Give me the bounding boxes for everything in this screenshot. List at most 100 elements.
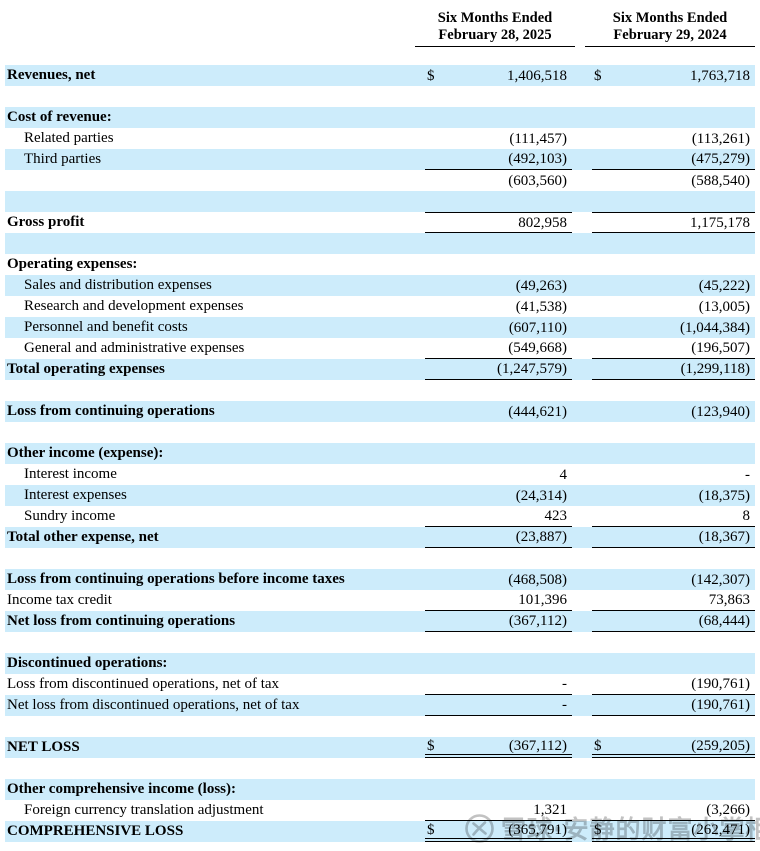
table-row: Other income (expense):: [5, 443, 755, 464]
col1-value: 423: [544, 508, 568, 524]
col1-cell: [425, 443, 572, 464]
col1-cell: 101,396: [425, 590, 572, 611]
col1-cell: 802,958: [425, 212, 572, 233]
col2-value: (3,266): [706, 802, 750, 818]
header-gap: [575, 10, 585, 47]
col1-cell: [425, 548, 572, 569]
row-label: Total operating expenses: [7, 361, 165, 377]
col2-cell: [592, 443, 755, 464]
col1-value: (549,668): [508, 340, 567, 356]
col1-cell: [425, 716, 572, 737]
col2-cell: (196,507): [592, 338, 755, 359]
col2-cell: (142,307): [592, 569, 755, 590]
col2-cell: 73,863: [592, 590, 755, 611]
table-row: Loss from discontinued operations, net o…: [5, 674, 755, 695]
col1-value: 802,958: [518, 214, 567, 231]
table-row: Operating expenses:: [5, 254, 755, 275]
table-row: Net loss from continuing operations (367…: [5, 611, 755, 632]
col2-cell: [592, 107, 755, 128]
col1-value: (49,263): [515, 277, 567, 294]
col2-value: (1,044,384): [680, 319, 750, 336]
row-label: [5, 86, 425, 107]
table-row: [5, 548, 755, 569]
table-row: Income tax credit 101,396 73,863: [5, 590, 755, 611]
table-row: Net loss from discontinued operations, n…: [5, 695, 755, 716]
col2-value: (190,761): [691, 697, 750, 713]
col2-value: (13,005): [698, 298, 750, 315]
col1-value: (468,508): [508, 571, 567, 588]
col2-dollar-sign: $: [594, 67, 602, 84]
col1-value: (1,247,579): [497, 361, 567, 377]
col1-cell: (444,621): [425, 401, 572, 422]
col2-cell: (13,005): [592, 296, 755, 317]
col2-cell: $ (262,471): [592, 821, 755, 842]
col2-cell: [592, 254, 755, 275]
row-label: Sundry income: [24, 508, 116, 524]
table-row: Cost of revenue:: [5, 107, 755, 128]
col2-value: 8: [742, 508, 751, 524]
col2-cell: $ 1,763,718: [592, 65, 755, 86]
col1-cell: [425, 107, 572, 128]
col2-value: 73,863: [708, 592, 750, 608]
col1-cell: [425, 380, 572, 401]
col1-value: (365,791): [508, 821, 567, 838]
col1-cell: (49,263): [425, 275, 572, 296]
row-label: [5, 422, 425, 443]
col1-cell: -: [425, 674, 572, 695]
col2-cell: (3,266): [592, 800, 755, 821]
col2-cell: -: [592, 464, 755, 485]
col2-cell: (113,261): [592, 128, 755, 149]
row-label: [5, 548, 425, 569]
period-line1: Six Months Ended: [437, 10, 553, 26]
table-row: [5, 758, 755, 779]
row-label: Revenues, net: [7, 67, 96, 83]
row-label: Interest expenses: [24, 487, 127, 503]
col1-value: 4: [559, 466, 568, 483]
col1-value: 101,396: [518, 592, 567, 608]
col1-value: (367,112): [508, 613, 567, 629]
col1-cell: (24,314): [425, 485, 572, 506]
col2-dollar-sign: $: [594, 737, 602, 754]
col1-cell: (603,560): [425, 170, 572, 191]
col1-value: (111,457): [509, 130, 567, 147]
table-row: Third parties (492,103) (475,279): [5, 149, 755, 170]
table-row: Interest income 4 -: [5, 464, 755, 485]
column-header-row: Six Months Ended February 28, 2025 Six M…: [5, 10, 755, 47]
row-label: Personnel and benefit costs: [24, 319, 188, 335]
row-label: [5, 632, 425, 653]
row-label: Loss from discontinued operations, net o…: [7, 676, 280, 692]
row-label: [5, 758, 425, 779]
table-row: Foreign currency translation adjustment …: [5, 800, 755, 821]
col1-cell: [425, 653, 572, 674]
col2-value: (588,540): [691, 172, 750, 189]
table-row: Revenues, net $ 1,406,518 $ 1,763,718: [5, 65, 755, 86]
col1-value: 1,321: [533, 802, 567, 818]
col2-cell: [592, 779, 755, 800]
row-label: Cost of revenue:: [7, 109, 112, 125]
col1-value: (24,314): [515, 487, 567, 504]
col2-value: (113,261): [691, 130, 750, 147]
row-label: [5, 380, 425, 401]
table-row: COMPREHENSIVE LOSS $ (365,791) $ (262,47…: [5, 821, 755, 842]
row-label: Discontinued operations:: [7, 655, 168, 671]
period-line1: Six Months Ended: [612, 10, 728, 26]
col2-value: (18,367): [698, 529, 750, 545]
col1-value: 1,406,518: [507, 67, 567, 84]
col2-value: 1,763,718: [690, 67, 750, 84]
col2-cell: 8: [592, 506, 755, 527]
row-label: Net loss from discontinued operations, n…: [7, 697, 300, 713]
table-row: Sundry income 423 8: [5, 506, 755, 527]
financial-statement-table: Revenues, net $ 1,406,518 $ 1,763,718 Co…: [5, 65, 755, 842]
col1-dollar-sign: $: [427, 67, 435, 84]
row-label: [5, 233, 425, 254]
table-row: [5, 86, 755, 107]
col1-cell: (492,103): [425, 149, 572, 170]
col1-cell: $ (367,112): [425, 737, 572, 758]
col1-cell: [425, 191, 572, 212]
table-row: Other comprehensive income (loss):: [5, 779, 755, 800]
row-label: Income tax credit: [7, 592, 112, 608]
row-label: Operating expenses:: [7, 256, 138, 272]
col2-value: (123,940): [691, 403, 750, 420]
row-label: Interest income: [24, 466, 117, 482]
